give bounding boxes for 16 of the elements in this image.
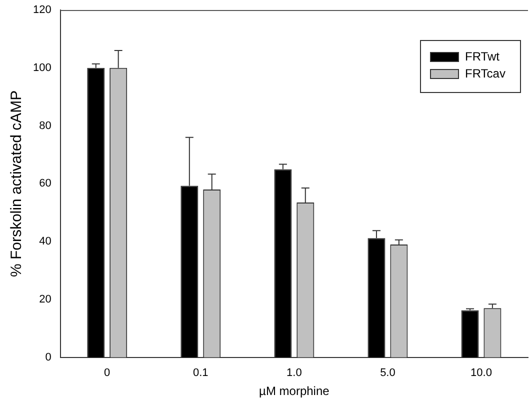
x-axis-title: µM morphine: [259, 384, 330, 398]
x-tick-label: 0.1: [193, 367, 208, 380]
y-tick-label: 120: [32, 4, 52, 16]
y-tick-label: 20: [39, 294, 52, 306]
y-tick-label: 40: [39, 236, 52, 248]
y-tick-label: 100: [32, 62, 52, 74]
x-tick-label: 1.0: [286, 367, 302, 380]
legend-label: FRTwt: [465, 49, 500, 64]
legend-label: FRTcav: [465, 66, 506, 80]
x-tick-label: 10.0: [470, 367, 492, 380]
x-tick-label: 0: [104, 367, 110, 380]
y-axis-title: % Forskolin activated cAMP: [8, 90, 26, 278]
y-tick-label: 0: [45, 351, 52, 364]
y-tick-label: 60: [39, 178, 52, 190]
x-tick-label: 5.0: [380, 367, 396, 380]
y-tick-label: 80: [39, 120, 52, 132]
